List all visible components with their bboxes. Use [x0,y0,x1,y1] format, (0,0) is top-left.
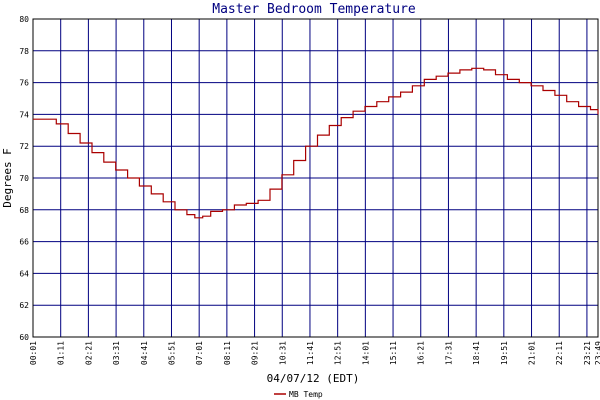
x-tick-label: 10:31 [278,341,287,365]
chart-title: Master Bedroom Temperature [212,2,416,17]
y-axis-label: Degrees F [1,148,14,208]
y-tick-label: 68 [19,206,29,215]
x-tick-label: 12:51 [334,341,343,365]
legend: MB Temp [274,390,323,399]
y-tick-label: 80 [19,15,29,24]
x-tick-label: 21:01 [528,341,537,365]
x-tick-labels: 00:01 01:11 02:21 03:31 04:41 05:51 07:01 08:11… [29,341,600,365]
y-tick-label: 74 [19,110,29,119]
x-tick-label: 23:21 [583,341,592,365]
y-tick-label: 78 [19,47,29,56]
y-tick-label: 64 [19,269,29,278]
x-tick-label: 05:51 [167,341,176,365]
x-tick-label: 11:41 [306,341,315,365]
y-tick-labels: 60 62 64 66 68 70 72 74 76 78 80 [19,15,29,342]
x-tick-label: 23:49 [594,341,600,365]
x-tick-label: 19:51 [500,341,509,365]
x-tick-label: 01:11 [57,341,66,365]
y-tick-label: 76 [19,79,29,88]
y-tick-label: 66 [19,238,29,247]
x-axis-label: 04/07/12 (EDT) [267,372,360,385]
x-tick-label: 17:31 [444,341,453,365]
x-tick-label: 16:21 [417,341,426,365]
y-tick-label: 70 [19,174,29,183]
x-tick-label: 00:01 [29,341,38,365]
legend-label-mb-temp: MB Temp [289,390,323,399]
x-tick-label: 04:41 [140,341,149,365]
series-line-mb-temp [33,67,599,219]
x-tick-label: 18:41 [472,341,481,365]
y-tick-label: 72 [19,142,29,151]
x-tick-label: 07:01 [195,341,204,365]
x-tick-label: 09:21 [251,341,260,365]
plot-frame [32,18,599,338]
y-tick-label: 62 [19,301,29,310]
x-tick-label: 03:31 [112,341,121,365]
x-tick-label: 02:21 [84,341,93,365]
x-tick-label: 15:11 [389,341,398,365]
y-tick-label: 60 [19,333,29,342]
x-tick-label: 08:11 [223,341,232,365]
x-tick-label: 22:11 [555,341,564,365]
x-tick-label: 14:01 [361,341,370,365]
